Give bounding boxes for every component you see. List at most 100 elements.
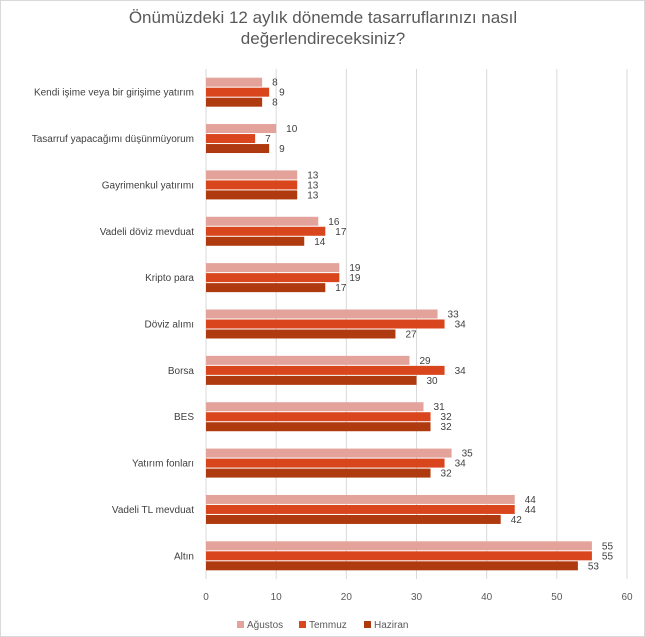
data-label-vadeli-doviz-mevduat-haziran: 14: [314, 237, 326, 248]
data-label-doviz-alimi-temmuz: 34: [455, 320, 467, 331]
category-label-borsa: Borsa: [168, 366, 195, 377]
data-label-kendi-isime-veya-bir-girisime-yatirim-agustos: 8: [272, 78, 278, 89]
bar-bes-temmuz: [206, 412, 431, 422]
data-label-altin-haziran: 53: [588, 561, 600, 572]
bar-kendi-isime-veya-bir-girisime-yatirim-temmuz: [206, 87, 270, 97]
bar-altin-haziran: [206, 561, 578, 571]
category-label-bes: BES: [174, 412, 194, 423]
category-label-vadeli-doviz-mevduat: Vadeli döviz mevduat: [100, 227, 195, 238]
bar-tasarruf-yapacagimi-dusunmuyorum-temmuz: [206, 134, 256, 144]
bar-kendi-isime-veya-bir-girisime-yatirim-haziran: [206, 97, 263, 107]
bars: [206, 77, 592, 571]
data-label-gayrimenkul-yatirimi-haziran: 13: [307, 190, 319, 201]
bar-vadeli-doviz-mevduat-temmuz: [206, 226, 326, 236]
bar-kripto-para-temmuz: [206, 273, 340, 283]
bar-bes-haziran: [206, 422, 431, 432]
x-tick-label-40: 40: [481, 592, 493, 603]
legend-swatch-temmuz: [299, 621, 306, 628]
x-tick-label-10: 10: [271, 592, 283, 603]
bar-tasarruf-yapacagimi-dusunmuyorum-haziran: [206, 144, 270, 154]
x-tick-label-30: 30: [411, 592, 423, 603]
legend-label-agustos: Ağustos: [247, 620, 283, 631]
data-label-yatirim-fonlari-haziran: 32: [441, 469, 453, 480]
bar-doviz-alimi-temmuz: [206, 319, 445, 329]
bar-gayrimenkul-yatirimi-temmuz: [206, 180, 298, 190]
data-label-doviz-alimi-agustos: 33: [448, 310, 460, 321]
chart-title: Önümüzdeki 12 aylık dönemde tasarrufları…: [129, 8, 517, 48]
data-label-tasarruf-yapacagimi-dusunmuyorum-temmuz: 7: [265, 134, 271, 145]
chart-title-line-2: değerlendireceksiniz?: [241, 29, 405, 48]
bar-borsa-agustos: [206, 355, 410, 365]
legend-label-haziran: Haziran: [374, 620, 408, 631]
legend-swatch-agustos: [237, 621, 244, 628]
category-label-yatirim-fonlari: Yatırım fonları: [132, 459, 194, 470]
category-label-altin: Altın: [174, 551, 194, 562]
x-tick-label-20: 20: [341, 592, 353, 603]
x-axis-ticks: 0 10 20 30 40 50 60: [203, 592, 633, 603]
bar-bes-agustos: [206, 402, 424, 412]
category-label-kripto-para: Kripto para: [145, 273, 194, 284]
bar-tasarruf-yapacagimi-dusunmuyorum-agustos: [206, 124, 277, 134]
data-label-vadeli-tl-mevduat-haziran: 42: [511, 515, 523, 526]
data-label-tasarruf-yapacagimi-dusunmuyorum-haziran: 9: [279, 144, 285, 155]
data-label-kendi-isime-veya-bir-girisime-yatirim-temmuz: 9: [279, 88, 285, 99]
bar-borsa-haziran: [206, 375, 417, 385]
bar-altin-agustos: [206, 541, 592, 551]
category-label-tasarruf-yapacagimi-dusunmuyorum: Tasarruf yapacağımı düşünmüyorum: [32, 134, 194, 145]
bar-yatirim-fonlari-agustos: [206, 448, 452, 458]
legend-label-temmuz: Temmuz: [309, 620, 347, 631]
data-label-borsa-temmuz: 34: [455, 366, 467, 377]
x-tick-label-50: 50: [551, 592, 563, 603]
bar-doviz-alimi-agustos: [206, 309, 438, 319]
data-label-tasarruf-yapacagimi-dusunmuyorum-agustos: 10: [286, 124, 298, 135]
bar-gayrimenkul-yatirimi-agustos: [206, 170, 298, 180]
bar-kripto-para-agustos: [206, 263, 340, 273]
category-label-gayrimenkul-yatirimi: Gayrimenkul yatırımı: [102, 180, 194, 191]
data-label-vadeli-doviz-mevduat-agustos: 16: [328, 217, 340, 228]
bar-yatirim-fonlari-temmuz: [206, 458, 445, 468]
bar-yatirim-fonlari-haziran: [206, 468, 431, 478]
data-label-borsa-agustos: 29: [419, 356, 431, 367]
data-label-borsa-haziran: 30: [427, 376, 439, 387]
x-tick-label-60: 60: [621, 592, 633, 603]
category-label-vadeli-tl-mevduat: Vadeli TL mevduat: [112, 505, 194, 516]
bar-kendi-isime-veya-bir-girisime-yatirim-agustos: [206, 77, 263, 87]
data-label-yatirim-fonlari-temmuz: 34: [455, 459, 467, 470]
data-label-kripto-para-temmuz: 19: [349, 273, 361, 284]
x-tick-label-0: 0: [203, 592, 209, 603]
data-label-kripto-para-agustos: 19: [349, 263, 361, 274]
data-label-bes-haziran: 32: [441, 422, 453, 433]
data-label-kripto-para-haziran: 17: [335, 283, 347, 294]
bar-vadeli-doviz-mevduat-haziran: [206, 236, 305, 246]
data-label-altin-temmuz: 55: [602, 551, 614, 562]
data-label-vadeli-doviz-mevduat-temmuz: 17: [335, 227, 347, 238]
data-label-vadeli-tl-mevduat-agustos: 44: [525, 495, 537, 506]
data-labels: 8981079131313161714191917333427293430313…: [265, 78, 613, 573]
data-label-doviz-alimi-haziran: 27: [405, 330, 417, 341]
data-label-gayrimenkul-yatirimi-agustos: 13: [307, 170, 319, 181]
bar-vadeli-doviz-mevduat-agustos: [206, 216, 319, 226]
data-label-gayrimenkul-yatirimi-temmuz: 13: [307, 180, 319, 191]
category-label-doviz-alimi: Döviz alımı: [145, 320, 194, 331]
data-label-vadeli-tl-mevduat-temmuz: 44: [525, 505, 537, 516]
data-label-altin-agustos: 55: [602, 541, 614, 552]
data-label-yatirim-fonlari-agustos: 35: [462, 449, 474, 460]
data-label-kendi-isime-veya-bir-girisime-yatirim-haziran: 8: [272, 98, 278, 109]
category-labels: Kendi işime veya bir girişime yatırım Tas…: [32, 88, 195, 563]
data-label-bes-agustos: 31: [434, 402, 446, 413]
legend: Ağustos Temmuz Haziran: [237, 620, 408, 631]
bar-borsa-temmuz: [206, 365, 445, 375]
legend-swatch-haziran: [364, 621, 371, 628]
bar-altin-temmuz: [206, 551, 592, 561]
bar-gayrimenkul-yatirimi-haziran: [206, 190, 298, 200]
category-label-kendi-isime-veya-bir-girisime-yatirim: Kendi işime veya bir girişime yatırım: [34, 88, 194, 99]
bar-vadeli-tl-mevduat-temmuz: [206, 504, 515, 514]
chart-title-line-1: Önümüzdeki 12 aylık dönemde tasarrufları…: [129, 8, 517, 27]
bar-vadeli-tl-mevduat-agustos: [206, 494, 515, 504]
bar-kripto-para-haziran: [206, 283, 326, 293]
bar-doviz-alimi-haziran: [206, 329, 396, 339]
bar-vadeli-tl-mevduat-haziran: [206, 514, 501, 524]
data-label-bes-temmuz: 32: [441, 412, 453, 423]
